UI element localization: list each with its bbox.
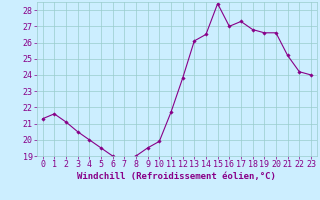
X-axis label: Windchill (Refroidissement éolien,°C): Windchill (Refroidissement éolien,°C) <box>77 172 276 181</box>
